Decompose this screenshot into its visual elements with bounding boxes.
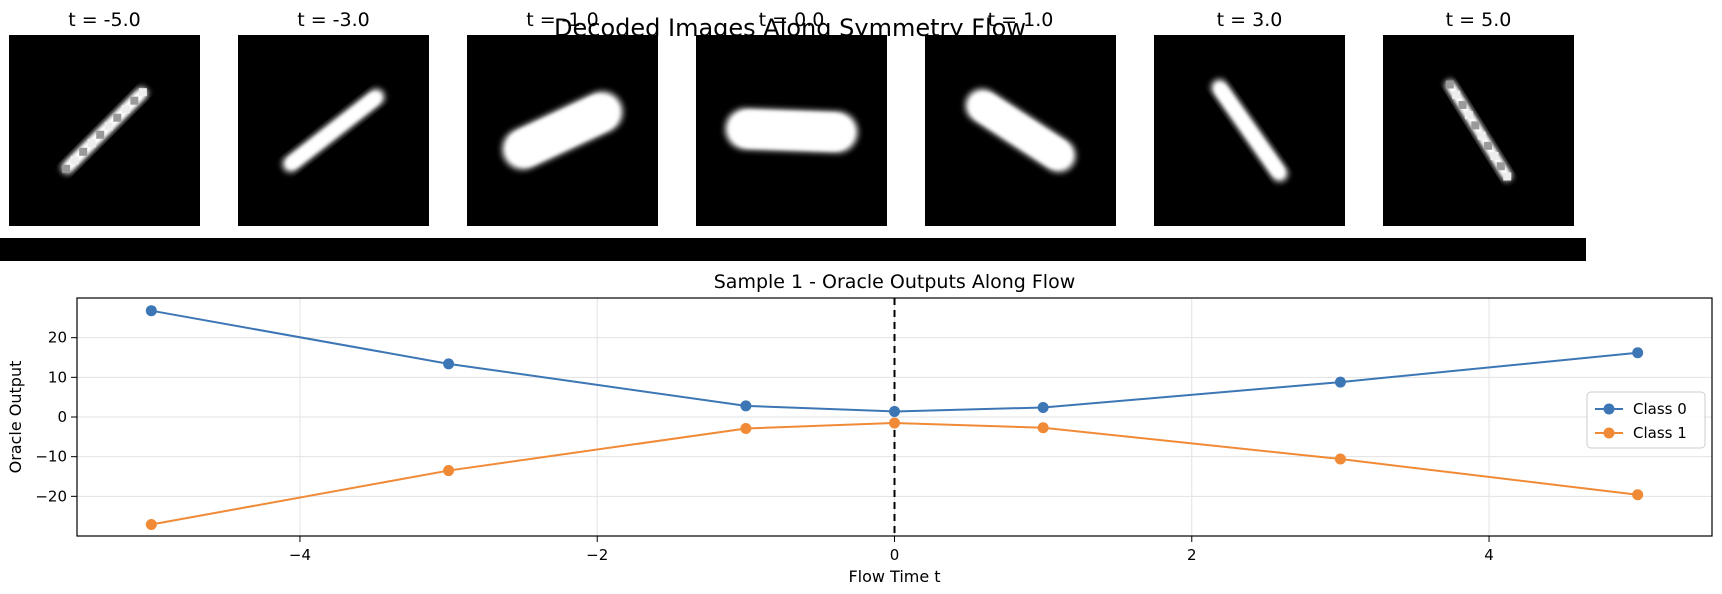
image-title: t = -3.0: [297, 9, 370, 31]
image-title: t = 3.0: [1217, 9, 1283, 31]
legend-label: Class 0: [1633, 400, 1687, 418]
pixel-block: [1471, 121, 1480, 130]
legend-swatch-marker: [1603, 403, 1615, 415]
digit-stroke: [728, 110, 855, 151]
data-point: [443, 358, 455, 370]
y-tick-label: 0: [57, 408, 67, 426]
pixel-block: [79, 147, 88, 156]
pixel-block: [62, 164, 71, 173]
pixel-block: [130, 96, 139, 105]
data-point: [740, 400, 752, 412]
data-point: [145, 518, 157, 530]
digit-stroke: [1214, 82, 1285, 179]
pixel-block: [70, 156, 79, 165]
pixel-block: [104, 122, 113, 131]
pixel-block: [1477, 131, 1486, 140]
digit-stroke: [968, 91, 1073, 170]
x-tick-label: −2: [586, 546, 608, 564]
pixel-block: [1496, 162, 1505, 171]
grid: [77, 298, 1712, 536]
pixel-block: [113, 113, 122, 122]
legend-item: Class 1: [1595, 424, 1687, 442]
y-tick-label: 20: [48, 329, 67, 347]
x-tick-label: 0: [890, 546, 900, 564]
pixel-block: [1490, 152, 1499, 161]
series-layer: [145, 305, 1644, 530]
series-0: [145, 305, 1644, 417]
data-point: [740, 423, 752, 435]
data-point: [1037, 401, 1049, 413]
data-point: [889, 417, 900, 429]
legend-swatch-marker: [1603, 427, 1615, 439]
digit-stroke: [285, 92, 382, 169]
decoded-image-4: t = 1.0: [925, 9, 1116, 226]
decoded-image-2: t = -1.0: [467, 9, 658, 226]
image-title: t = 5.0: [1446, 9, 1512, 31]
data-point: [1632, 347, 1644, 359]
pixel-block: [1445, 80, 1454, 89]
pixel-block: [138, 88, 147, 97]
y-tick-label: −10: [35, 448, 67, 466]
decoded-image-3: t = 0.0: [696, 9, 887, 226]
x-tick-label: 4: [1484, 546, 1494, 564]
y-tick-label: −20: [35, 487, 67, 505]
decoded-image-1: t = -3.0: [238, 9, 429, 226]
decoded-image-5: t = 3.0: [1154, 9, 1345, 226]
series-1: [145, 417, 1644, 530]
digit-stroke: [505, 94, 620, 167]
panel-separator: [0, 238, 1586, 261]
figure-suptitle: Decoded Images Along Symmetry Flow: [554, 14, 1026, 42]
pixel-block: [1452, 90, 1461, 99]
pixel-block: [1503, 172, 1512, 181]
data-point: [145, 305, 157, 317]
pixel-block: [96, 130, 105, 139]
decoded-image-6: t = 5.0: [1383, 9, 1574, 226]
pixel-block: [87, 139, 96, 148]
pixel-block: [121, 105, 130, 114]
data-point: [443, 465, 455, 477]
pixel-block: [1458, 100, 1467, 109]
image-title: t = -5.0: [68, 9, 141, 31]
data-point: [889, 405, 900, 417]
data-point: [1334, 376, 1346, 388]
x-axis-title: Flow Time t: [848, 567, 940, 586]
pixel-block: [1484, 141, 1493, 150]
y-axis-title: Oracle Output: [6, 361, 25, 474]
chart-title: Sample 1 - Oracle Outputs Along Flow: [714, 271, 1076, 293]
image-title: t = 1.0: [988, 9, 1054, 31]
image-title: t = 0.0: [759, 9, 825, 31]
image-title: t = -1.0: [526, 9, 599, 31]
decoded-image-0: t = -5.0: [9, 9, 200, 226]
data-point: [1632, 489, 1644, 501]
legend-item: Class 0: [1595, 400, 1687, 418]
legend-label: Class 1: [1633, 424, 1687, 442]
legend: Class 0 Class 1: [1586, 391, 1706, 449]
x-tick-label: 2: [1187, 546, 1197, 564]
data-point: [1334, 453, 1346, 465]
x-tick-label: −4: [289, 546, 311, 564]
pixel-block: [1464, 111, 1473, 120]
data-point: [1037, 422, 1049, 434]
y-tick-label: 10: [48, 368, 67, 386]
